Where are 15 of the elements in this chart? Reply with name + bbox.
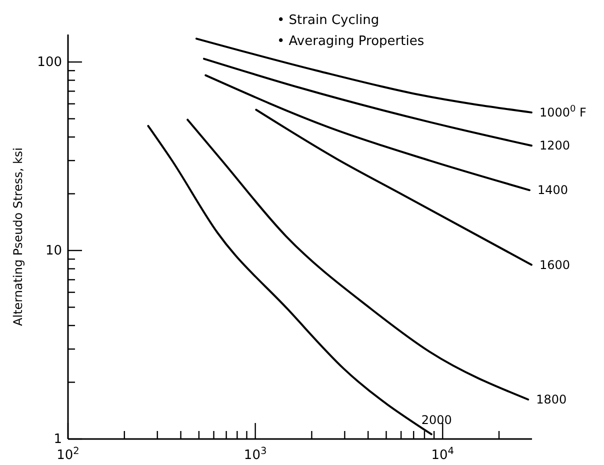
series-label: 1200	[539, 138, 570, 153]
series-label: 1600	[539, 258, 570, 272]
text: • Strain Cycling	[277, 13, 380, 28]
series-label: 1800	[536, 392, 567, 407]
annotation: • Averaging Properties	[277, 34, 424, 49]
y-tick-label: 100	[37, 55, 62, 70]
x-tick-label: 10$^{4}$	[431, 446, 454, 463]
y-tick-label: 1	[54, 432, 62, 447]
y-tick-label: 10	[45, 244, 62, 258]
y-axis-title: Alternating Pseudo Stress, ksi	[11, 147, 25, 326]
series-label: 2000	[421, 413, 452, 428]
x-tick-label: 10$^{2}$	[56, 446, 80, 463]
series-label: 1000$^{0}$ F	[539, 104, 587, 120]
series-label: 1400	[538, 183, 568, 198]
x-tick-label: 10$^{3}$	[244, 446, 267, 463]
